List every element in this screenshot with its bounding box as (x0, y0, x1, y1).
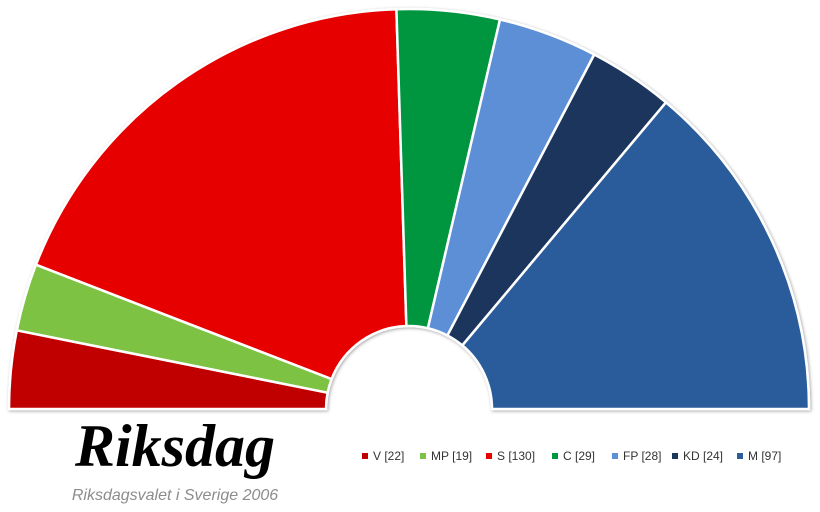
legend-swatch (672, 453, 678, 459)
legend-swatch (420, 453, 426, 459)
legend-label: M [97] (748, 449, 781, 463)
legend-label: C [29] (563, 449, 595, 463)
legend-label: KD [24] (683, 449, 723, 463)
legend-label: FP [28] (623, 449, 661, 463)
segment (34, 7, 408, 381)
segments (7, 7, 811, 411)
chart-subtitle: Riksdagsvalet i Sverige 2006 (72, 487, 278, 504)
legend-label: V [22] (373, 449, 404, 463)
legend-swatch (737, 453, 743, 459)
chart-title: Riksdag (74, 413, 275, 479)
legend-label: S [130] (497, 449, 535, 463)
legend-swatch (486, 453, 492, 459)
legend: V [22] MP [19] S [130] C [29] FP [28] KD [24]… (362, 449, 781, 463)
segment (460, 100, 811, 411)
legend-swatch (612, 453, 618, 459)
legend-swatch (552, 453, 558, 459)
legend-label: MP [19] (431, 449, 472, 463)
legend-swatch (362, 453, 368, 459)
